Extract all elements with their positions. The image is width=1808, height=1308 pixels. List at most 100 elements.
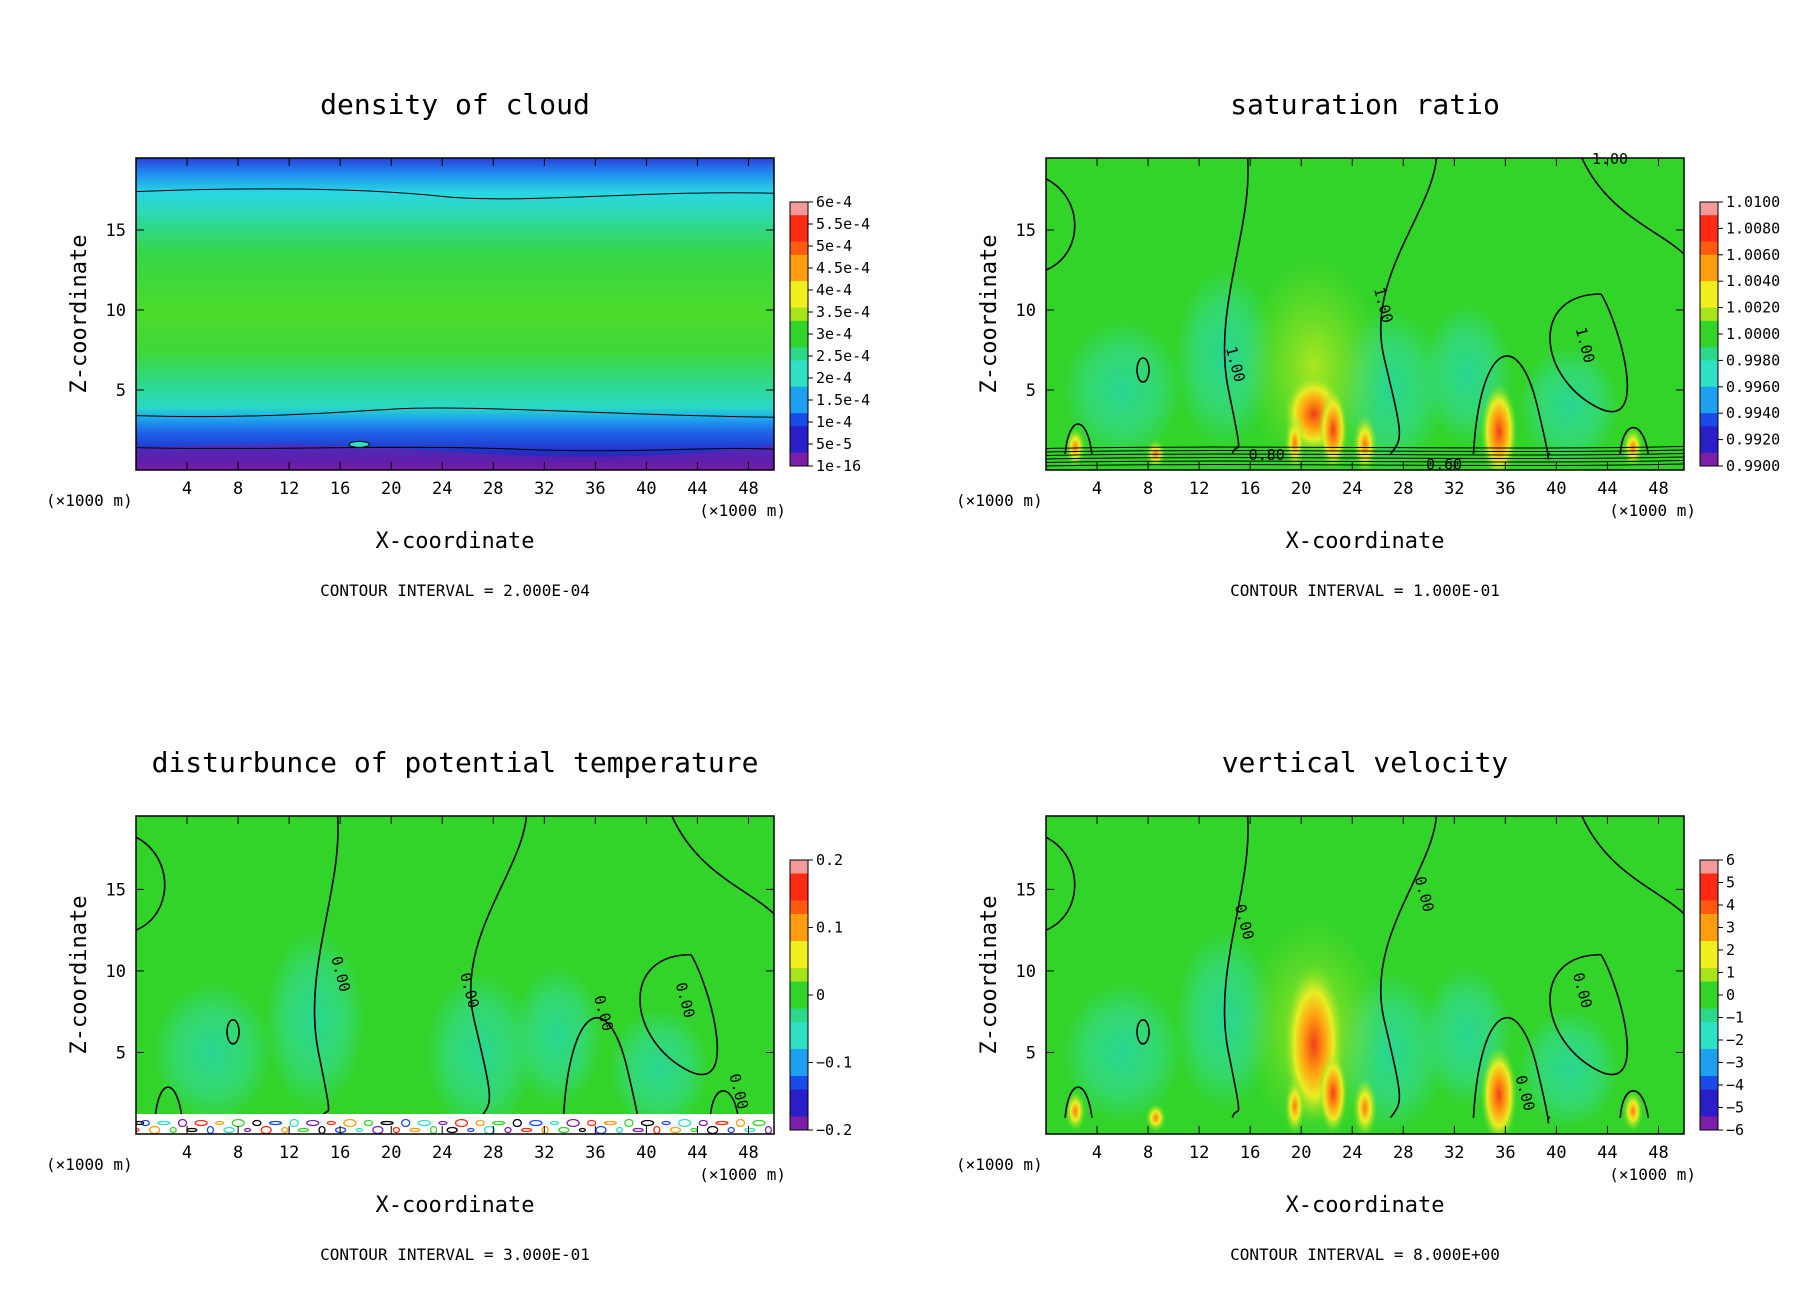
warm-cell [1319,1053,1348,1134]
colorbar-label: −4 [1726,1076,1744,1094]
colorbar-segment [1700,400,1718,414]
y-tick-label: 15 [106,221,126,241]
colorbar-segment [1700,386,1718,401]
colorbar-label: 1 [1726,964,1735,982]
contour-line [1581,158,1684,255]
colorbar-label: 0.9960 [1726,378,1780,396]
contour-line [136,446,774,452]
colorbar-segment [1700,307,1718,322]
plot-field [1046,816,1684,1134]
colorbar-segment [1700,281,1718,295]
colorbar-label: 0 [816,986,825,1004]
colorbar-label: 4 [1726,896,1735,914]
noise-contour [632,1127,644,1133]
contour-line [1046,463,1684,467]
contour-line [1046,460,1684,463]
colorbar-segment [1700,1116,1718,1131]
x-tick-label: 24 [1342,1143,1362,1163]
contour-line [469,816,528,1119]
cool-region [152,982,273,1123]
colorbar-label: 1.5e-4 [816,391,870,409]
contour-line [1046,836,1076,931]
noise-contour [268,1120,283,1126]
colorbar-label: 2e-4 [816,369,852,387]
colorbar-segment [1700,860,1718,874]
contour-line [671,816,774,915]
colorbar: 6e-4 5.5e-4 5e-4 4.5e-4 4e-4 3.5e-4 3e-4 2.5e-4… [789,193,870,475]
colorbar-label: −3 [1726,1054,1744,1072]
colorbar-segment [790,981,808,996]
colorbar-segment [1700,1076,1718,1090]
plot-frame [135,157,775,471]
noise-contour [215,1120,225,1126]
noise-contour [735,1118,746,1128]
colorbar-segment [790,995,808,1009]
colorbar-segment [1700,968,1718,982]
colorbar-segment [790,228,808,243]
warm-cell [1353,1077,1377,1134]
colorbar-label: 5e-5 [816,435,852,453]
x-tick-label: 12 [279,479,299,499]
x-unit-label: (×1000 m) [699,1165,786,1184]
contour-label: 0.80 [1249,446,1285,464]
contour-line [1223,158,1249,455]
contour-interval-note: CONTOUR INTERVAL = 1.000E-01 [1230,581,1500,600]
noise-contour [454,1118,469,1128]
colorbar-segment [790,1062,808,1077]
x-tick-label: 8 [1143,479,1153,499]
colorbar-segment [790,241,808,256]
colorbar-segment [790,954,808,969]
noise-contour [401,1118,411,1128]
colorbar-segment [1700,941,1718,955]
colorbar-label: −0.2 [816,1121,852,1139]
y-tick-label: 15 [106,880,126,900]
colorbar-segment [1700,1049,1718,1063]
colorbar-label: −2 [1726,1031,1744,1049]
colorbar-segment [1700,254,1718,269]
colorbar-segment [1700,981,1718,996]
noise-contour [678,1118,692,1128]
colorbar-label: 0.2 [816,851,843,869]
colorbar-label: −5 [1726,1099,1744,1117]
colorbar-segment [1700,927,1718,942]
warm-cell [1353,414,1377,470]
colorbar-segment [790,268,808,282]
noise-contour [252,1119,262,1127]
plot-frame [1045,815,1685,1135]
colorbar-label: 5.5e-4 [816,215,870,233]
colorbar-segment [1700,452,1718,467]
colorbar-segment [790,1089,808,1104]
colorbar-segment [1700,995,1718,1009]
colorbar-segment [790,413,808,427]
contour-line [1619,426,1650,455]
noise-contour [281,1126,289,1134]
x-tick-label: 4 [182,1143,192,1163]
x-tick-label: 48 [1648,479,1668,499]
noise-contour [343,1118,357,1128]
colorbar-label: −0.1 [816,1054,852,1072]
colorbar-segment [790,294,808,309]
noise-contour [549,1120,560,1126]
contour-line [1136,1019,1150,1045]
x-tick-label: 4 [1092,479,1102,499]
x-tick-label: 8 [1143,1143,1153,1163]
colorbar-segment [790,1116,808,1131]
x-tick-label: 12 [1189,1143,1209,1163]
y-tick-label: 15 [1016,880,1036,900]
x-tick-label: 20 [381,479,401,499]
purple-band [136,444,774,470]
x-tick-label: 40 [636,479,656,499]
noise-contour [529,1119,543,1127]
noise-contour [520,1127,533,1133]
x-tick-label: 28 [1393,1143,1413,1163]
colorbar-label: 6e-4 [816,193,852,211]
noise-contour [140,1119,150,1127]
x-tick-label: 20 [1291,479,1311,499]
colorbar-segment [790,900,808,915]
noise-contour [467,1127,475,1133]
x-tick-label: 8 [233,479,243,499]
colorbar-segment [1700,873,1718,888]
warm-cell [1284,414,1305,470]
colorbar-segment [790,914,808,928]
x-tick-label: 36 [1495,1143,1515,1163]
